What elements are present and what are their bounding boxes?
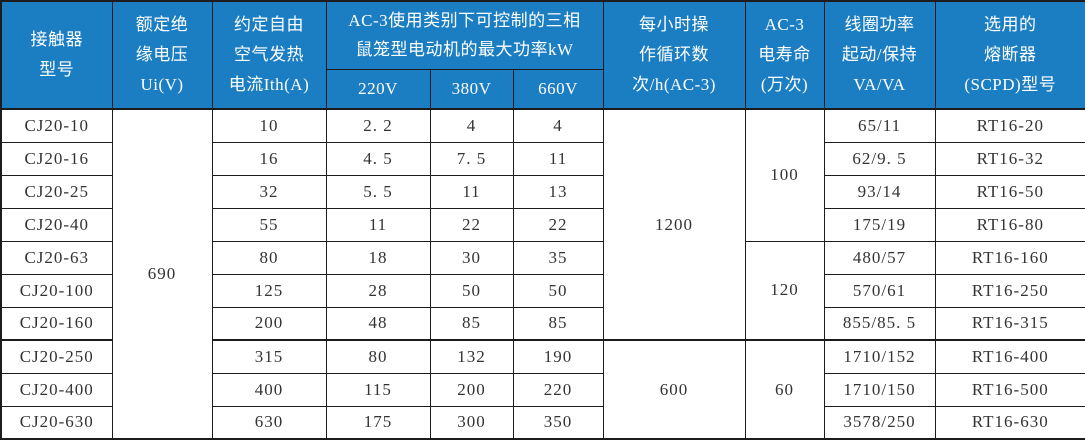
table-row: CJ20-160 200 48 85 85 855/85. 5 RT16-315 bbox=[0, 306, 1085, 341]
cell-kw660: 35 bbox=[512, 240, 604, 275]
header-coil-power: 线圈功率 起动/保持 VA/VA bbox=[823, 0, 936, 110]
cell-kw380: 30 bbox=[429, 240, 514, 275]
cell-coil: 175/19 bbox=[823, 207, 936, 242]
cell-ith: 630 bbox=[211, 405, 327, 440]
cell-kw220: 11 bbox=[325, 207, 431, 242]
cell-ith: 55 bbox=[211, 207, 327, 242]
cell-model: CJ20-160 bbox=[0, 306, 113, 341]
cell-kw380: 300 bbox=[429, 405, 514, 440]
cell-kw660: 11 bbox=[512, 141, 604, 176]
cell-kw380: 4 bbox=[429, 108, 514, 143]
cell-ith: 125 bbox=[211, 273, 327, 308]
cell-ith: 315 bbox=[211, 339, 327, 374]
cell-fuse: RT16-400 bbox=[934, 339, 1085, 374]
header-max-power-group: AC-3使用类别下可控制的三相 鼠笼型电动机的最大功率kW bbox=[325, 0, 604, 70]
cell-life-top: 100 bbox=[744, 108, 825, 242]
cell-kw380: 22 bbox=[429, 207, 514, 242]
cell-ith: 32 bbox=[211, 174, 327, 209]
header-660v: 660V bbox=[512, 68, 604, 110]
cell-kw220: 48 bbox=[325, 306, 431, 341]
cell-kw380: 200 bbox=[429, 372, 514, 407]
cell-ith: 400 bbox=[211, 372, 327, 407]
cell-ith: 16 bbox=[211, 141, 327, 176]
table-row: CJ20-630 630 175 300 350 3578/250 RT16-6… bbox=[0, 405, 1085, 440]
cell-coil: 62/9. 5 bbox=[823, 141, 936, 176]
header-insulation-voltage: 额定绝 缘电压 Ui(V) bbox=[111, 0, 213, 110]
cell-model: CJ20-100 bbox=[0, 273, 113, 308]
cell-fuse: RT16-315 bbox=[934, 306, 1085, 341]
cell-kw660: 13 bbox=[512, 174, 604, 209]
cell-model: CJ20-10 bbox=[0, 108, 113, 143]
table-row: CJ20-10 690 10 2. 2 4 4 1200 100 65/11 R… bbox=[0, 108, 1085, 440]
cell-fuse: RT16-250 bbox=[934, 273, 1085, 308]
cell-fuse: RT16-50 bbox=[934, 174, 1085, 209]
cell-model: CJ20-250 bbox=[0, 339, 113, 374]
cell-life-bottom: 60 bbox=[744, 339, 825, 440]
cell-model: CJ20-16 bbox=[0, 141, 113, 176]
header-row-2: 220V 380V 660V bbox=[1, 68, 1085, 110]
cell-coil: 3578/250 bbox=[823, 405, 936, 440]
cell-kw660: 350 bbox=[512, 405, 604, 440]
header-fuse-type: 选用的 熔断器 (SCPD)型号 bbox=[934, 0, 1085, 110]
header-operating-cycles: 每小时操 作循环数 次/h(AC-3) bbox=[602, 0, 746, 110]
cell-kw220: 2. 2 bbox=[325, 108, 431, 143]
cell-coil: 1710/152 bbox=[823, 339, 936, 374]
cell-fuse: RT16-500 bbox=[934, 372, 1085, 407]
cell-life-middle: 120 bbox=[744, 240, 825, 341]
cell-model: CJ20-400 bbox=[0, 372, 113, 407]
cell-coil: 93/14 bbox=[823, 174, 936, 209]
header-220v: 220V bbox=[325, 68, 431, 110]
cell-kw220: 5. 5 bbox=[325, 174, 431, 209]
cell-ith: 200 bbox=[211, 306, 327, 341]
cell-model: CJ20-630 bbox=[0, 405, 113, 440]
header-row-1: 接触器 型号 额定绝 缘电压 Ui(V) 约定自由 空气发热 电流Ith(A) … bbox=[0, 0, 1085, 110]
cell-kw220: 175 bbox=[325, 405, 431, 440]
cell-kw380: 85 bbox=[429, 306, 514, 341]
cell-kw660: 85 bbox=[512, 306, 604, 341]
cell-model: CJ20-40 bbox=[0, 207, 113, 242]
cell-kw380: 7. 5 bbox=[429, 141, 514, 176]
cell-kw660: 220 bbox=[512, 372, 604, 407]
cell-cycles-top: 1200 bbox=[602, 108, 746, 341]
cell-kw220: 80 bbox=[325, 339, 431, 374]
table-row: CJ20-250 315 80 132 190 600 60 1710/152 … bbox=[0, 339, 1085, 440]
cell-coil: 855/85. 5 bbox=[823, 306, 936, 341]
cell-kw380: 50 bbox=[429, 273, 514, 308]
table-row: CJ20-16 16 4. 5 7. 5 11 62/9. 5 RT16-32 bbox=[0, 141, 1085, 176]
cell-fuse: RT16-160 bbox=[934, 240, 1085, 275]
header-model: 接触器 型号 bbox=[0, 0, 113, 110]
cell-coil: 570/61 bbox=[823, 273, 936, 308]
cell-fuse: RT16-32 bbox=[934, 141, 1085, 176]
cell-fuse: RT16-80 bbox=[934, 207, 1085, 242]
cell-coil: 480/57 bbox=[823, 240, 936, 275]
cell-ith: 80 bbox=[211, 240, 327, 275]
cell-kw220: 4. 5 bbox=[325, 141, 431, 176]
cell-kw220: 18 bbox=[325, 240, 431, 275]
header-380v: 380V bbox=[429, 68, 514, 110]
cell-kw380: 11 bbox=[429, 174, 514, 209]
header-thermal-current: 约定自由 空气发热 电流Ith(A) bbox=[211, 0, 327, 110]
table-row: CJ20-25 32 5. 5 11 13 93/14 RT16-50 bbox=[0, 174, 1085, 209]
cell-coil: 1710/150 bbox=[823, 372, 936, 407]
header-electrical-life: AC-3 电寿命 (万次) bbox=[744, 0, 825, 110]
table-header: 接触器 型号 额定绝 缘电压 Ui(V) 约定自由 空气发热 电流Ith(A) … bbox=[0, 0, 1085, 110]
table-body: CJ20-10 690 10 2. 2 4 4 1200 100 65/11 R… bbox=[0, 108, 1085, 440]
table-row: CJ20-63 80 18 30 35 120 480/57 RT16-160 bbox=[0, 240, 1085, 341]
cell-kw220: 28 bbox=[325, 273, 431, 308]
cell-cycles-bottom: 600 bbox=[602, 339, 746, 440]
cell-fuse: RT16-630 bbox=[934, 405, 1085, 440]
cell-fuse: RT16-20 bbox=[934, 108, 1085, 143]
cell-kw380: 132 bbox=[429, 339, 514, 374]
cell-model: CJ20-63 bbox=[0, 240, 113, 275]
cell-kw660: 22 bbox=[512, 207, 604, 242]
cell-ui-voltage: 690 bbox=[111, 108, 213, 440]
cell-ith: 10 bbox=[211, 108, 327, 143]
cell-model: CJ20-25 bbox=[0, 174, 113, 209]
cell-kw220: 115 bbox=[325, 372, 431, 407]
cell-kw660: 4 bbox=[512, 108, 604, 143]
cell-kw660: 190 bbox=[512, 339, 604, 374]
cell-kw660: 50 bbox=[512, 273, 604, 308]
cell-coil: 65/11 bbox=[823, 108, 936, 143]
